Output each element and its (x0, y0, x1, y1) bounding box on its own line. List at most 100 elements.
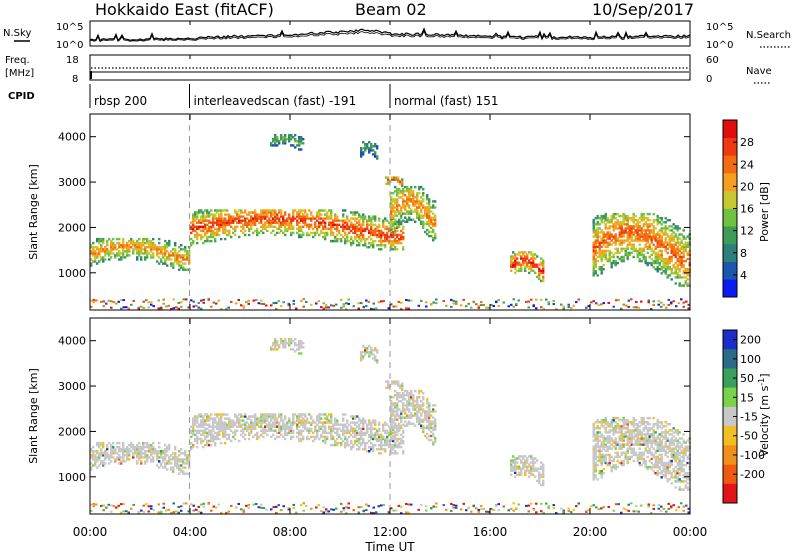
velocity-cell (596, 418, 599, 422)
velocity-cell (401, 388, 404, 391)
power-cell (386, 225, 389, 228)
power-cell (358, 213, 361, 216)
power-cell (594, 245, 597, 248)
velocity-cell (278, 429, 281, 432)
power-cell (400, 301, 403, 304)
power-cell (390, 220, 393, 223)
power-cell (594, 223, 597, 226)
velocity-cell (140, 460, 143, 463)
velocity-cell (228, 423, 231, 426)
power-cell (90, 250, 93, 253)
velocity-cell (366, 423, 369, 426)
power-cell (614, 263, 617, 267)
power-cell (660, 219, 663, 222)
velocity-cell (212, 417, 215, 420)
power-cell (678, 261, 681, 265)
power-cell (234, 227, 237, 231)
velocity-cell (616, 465, 619, 469)
velocity-cell (636, 439, 639, 442)
velocity-cell (186, 462, 189, 465)
power-cell (402, 194, 405, 197)
velocity-cell (312, 431, 315, 435)
power-cell (270, 304, 273, 307)
power-cell (656, 243, 659, 246)
velocity-cell (248, 427, 251, 430)
power-cell (250, 223, 253, 226)
velocity-cell (324, 439, 327, 443)
power-cell (276, 217, 279, 220)
velocity-cell (272, 423, 275, 426)
velocity-cell (626, 447, 629, 450)
power-cell (357, 302, 360, 305)
velocity-cell (294, 421, 297, 424)
power-cell (224, 229, 227, 233)
power-cell (330, 209, 333, 212)
velocity-cell (236, 425, 239, 428)
velocity-cell (610, 470, 613, 473)
velocity-cell (412, 398, 415, 401)
velocity-cell (408, 404, 411, 407)
velocity-cell (426, 420, 429, 423)
power-cell (202, 227, 205, 231)
power-cell (396, 220, 399, 223)
power-cell (400, 210, 403, 213)
power-cell (326, 227, 329, 231)
power-cell (684, 245, 687, 248)
power-cell (598, 253, 601, 257)
power-cell (296, 223, 299, 226)
power-cell (406, 190, 409, 193)
velocity-cell (212, 439, 215, 443)
velocity-cell (92, 456, 95, 459)
velocity-cell (280, 338, 283, 341)
velocity-cell (224, 423, 227, 426)
velocity-cell (376, 439, 379, 443)
velocity-cell (330, 433, 333, 437)
power-cell (360, 237, 363, 241)
power-cell (514, 271, 517, 275)
velocity-cell (206, 441, 209, 445)
velocity-cell (426, 410, 429, 413)
power-cell (624, 249, 627, 253)
velocity-cell (264, 419, 267, 422)
velocity-cell (430, 414, 433, 417)
velocity-cell (234, 431, 237, 435)
velocity-cell (626, 441, 629, 444)
power-cell (610, 214, 613, 218)
velocity-cell (364, 441, 367, 445)
power-cell (160, 250, 163, 253)
velocity-cell (536, 467, 539, 470)
velocity-cell (378, 421, 381, 424)
power-cell (170, 258, 173, 261)
power-cell (262, 217, 265, 220)
power-cell (216, 221, 219, 224)
power-cell (672, 247, 675, 250)
power-cell (336, 237, 339, 241)
velocity-cell (276, 344, 279, 347)
velocity-cell (401, 382, 404, 385)
power-cell (167, 304, 170, 307)
velocity-cell (402, 429, 405, 432)
power-cell (350, 225, 353, 228)
power-cell (378, 244, 381, 247)
power-cell (666, 235, 669, 238)
power-cell (636, 235, 639, 238)
power-cell (656, 231, 659, 234)
power-cell (202, 221, 205, 224)
velocity-cell (300, 352, 303, 355)
velocity-cell (432, 428, 435, 432)
power-cell (660, 237, 663, 240)
power-cell (626, 239, 629, 242)
power-cell (174, 244, 177, 247)
velocity-cell (390, 406, 393, 409)
power-cell (530, 261, 533, 264)
power-cell (640, 212, 643, 216)
power-cell (314, 221, 317, 224)
power-cell (246, 221, 249, 224)
velocity-cell (432, 420, 435, 423)
velocity-cell (592, 433, 595, 436)
velocity-cell (258, 421, 261, 424)
power-cell (612, 214, 615, 218)
power-cell (432, 230, 435, 234)
power-cell (462, 298, 465, 301)
velocity-cell (524, 459, 527, 462)
